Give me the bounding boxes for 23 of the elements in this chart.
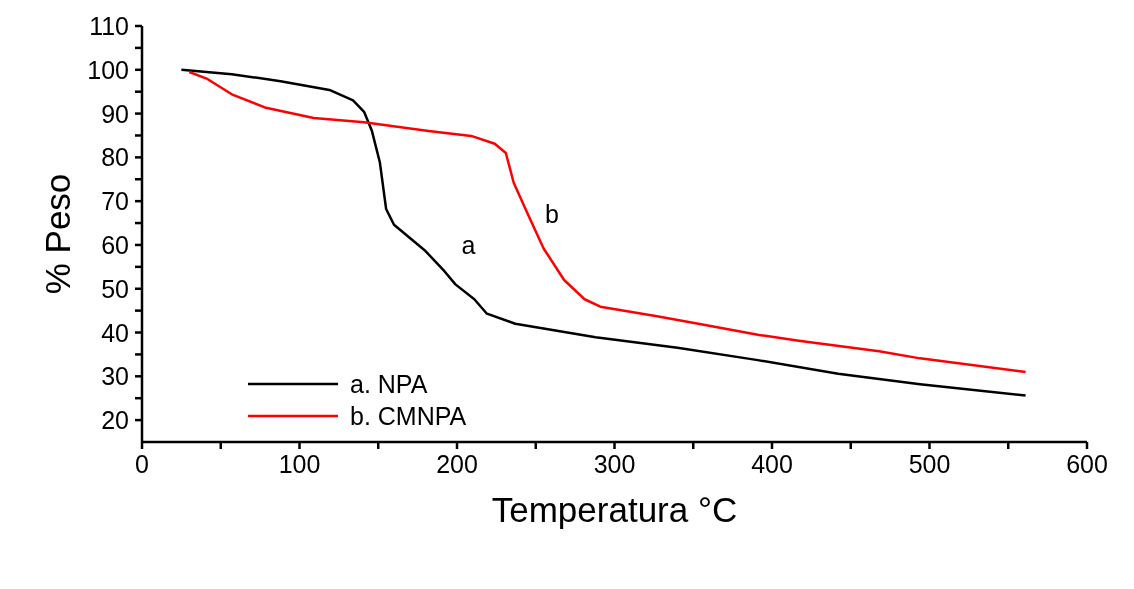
y-tick-label: 90 [101, 99, 129, 128]
y-tick-label: 40 [101, 318, 129, 347]
x-tick-label: 200 [436, 450, 478, 478]
legend-label: a. NPA [350, 369, 428, 399]
x-tick-label: 100 [278, 450, 321, 478]
y-tick-label: 100 [87, 55, 129, 84]
x-axis-title: Temperatura °C [491, 490, 738, 529]
x-tick-label: 500 [908, 450, 951, 478]
legend-label: b. CMNPA [350, 401, 467, 431]
y-tick-label: 20 [101, 406, 129, 435]
annotation: b [544, 200, 559, 229]
y-tick-label: 70 [101, 187, 129, 216]
x-tick-label: 600 [1066, 450, 1108, 478]
y-tick-label: 110 [89, 12, 129, 40]
y-tick-label: 50 [101, 274, 129, 303]
y-axis-title: % Peso [38, 173, 78, 295]
x-tick-label: 0 [135, 450, 149, 478]
y-tick-label: 80 [101, 143, 129, 172]
x-tick-label: 400 [751, 450, 793, 478]
y-tick-label: 30 [101, 362, 129, 391]
y-tick-label: 60 [101, 230, 129, 259]
annotation: a [461, 231, 476, 260]
x-tick-label: 300 [593, 450, 636, 478]
